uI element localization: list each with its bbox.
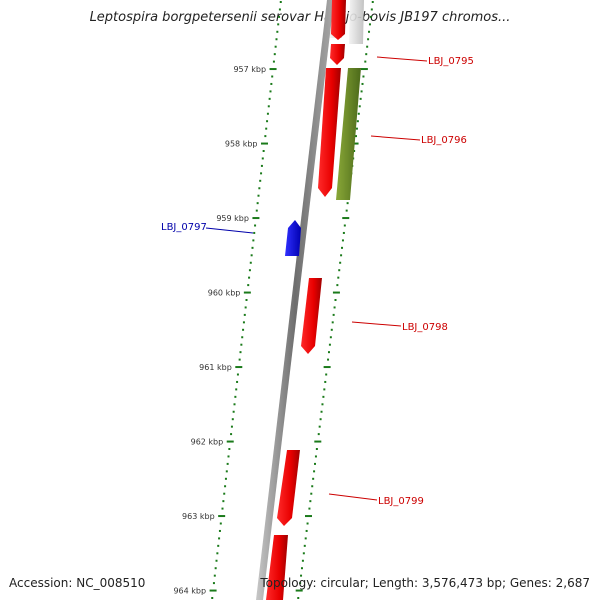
gene-label-lbj-0797[interactable]: LBJ_0797 xyxy=(161,222,207,233)
gene-features[interactable] xyxy=(266,0,361,600)
gene-feature-lbj-0798[interactable] xyxy=(301,278,322,354)
gene-feature-lbj-0795[interactable] xyxy=(330,44,345,65)
accession-text: Accession: NC_008510 xyxy=(9,576,146,590)
kbp-label-group: 957 kbp 958 kbp 959 kbp 960 kbp 961 kbp 962 k… xyxy=(173,65,266,596)
feature-green-0796[interactable] xyxy=(336,68,361,200)
gene-feature-lbj-0797[interactable] xyxy=(285,220,301,256)
gene-label-lbj-0795[interactable]: LBJ_0795 xyxy=(428,56,474,67)
inner-kbp-ticks xyxy=(209,1,282,599)
kbp-label: 964 kbp xyxy=(173,587,206,596)
kbp-label: 962 kbp xyxy=(191,438,224,447)
gene-label-lbj-0798[interactable]: LBJ_0798 xyxy=(402,322,448,333)
map-title: Leptospira borgpetersenii serovar Hardjo… xyxy=(89,10,511,25)
outer-kbp-ticks xyxy=(295,1,374,599)
chromosome-backbone xyxy=(256,0,334,600)
kbp-label: 961 kbp xyxy=(199,363,232,372)
genome-summary-text: Topology: circular; Length: 3,576,473 bp… xyxy=(260,576,590,590)
gene-feature-top[interactable] xyxy=(331,0,346,40)
kbp-label: 958 kbp xyxy=(225,140,258,149)
kbp-label: 957 kbp xyxy=(233,65,266,74)
label-leader-lines xyxy=(205,56,428,501)
gene-feature-lbj-0799[interactable] xyxy=(277,450,300,526)
gene-label-lbj-0796[interactable]: LBJ_0796 xyxy=(421,135,467,146)
kbp-label: 960 kbp xyxy=(208,289,241,298)
gene-label-lbj-0799[interactable]: LBJ_0799 xyxy=(378,496,424,507)
gene-feature-lbj-0796[interactable] xyxy=(318,68,341,197)
kbp-label: 963 kbp xyxy=(182,512,215,521)
kbp-label: 959 kbp xyxy=(216,214,249,223)
gene-feature-bottom[interactable] xyxy=(266,535,288,600)
